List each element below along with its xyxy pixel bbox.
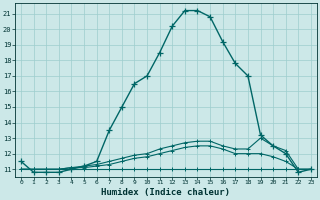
X-axis label: Humidex (Indice chaleur): Humidex (Indice chaleur) bbox=[101, 188, 230, 197]
